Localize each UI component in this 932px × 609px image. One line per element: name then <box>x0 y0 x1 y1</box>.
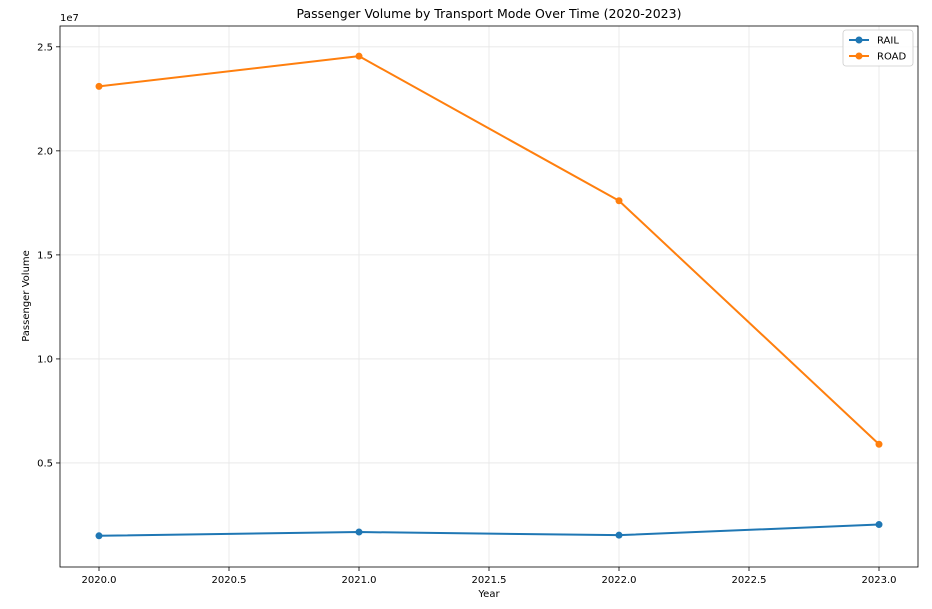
data-point-road <box>875 440 883 448</box>
legend-label-road: ROAD <box>877 52 906 63</box>
y-tick-label: 1.5 <box>37 250 53 261</box>
axes: 2020.0 2020.5 2021.0 2021.5 2022.0 2022.5 2023… <box>37 25 919 586</box>
y-tick-label: 2.0 <box>37 146 53 157</box>
series-line-rail <box>98 523 880 537</box>
x-tick-label: 2020.0 <box>82 575 117 586</box>
data-point-rail <box>95 532 103 540</box>
data-point-road <box>95 82 103 90</box>
data-point-rail <box>615 531 623 539</box>
x-tick-label: 2023.0 <box>862 575 897 586</box>
x-tick-label: 2022.5 <box>732 575 767 586</box>
data-point-rail <box>875 521 883 529</box>
y-tick-label: 1.0 <box>37 354 53 365</box>
legend-label-rail: RAIL <box>877 36 899 47</box>
y-tick-label: 0.5 <box>37 458 53 469</box>
legend: RAIL ROAD <box>842 29 914 67</box>
x-tick-label: 2020.5 <box>212 575 247 586</box>
x-axis-label: Year <box>477 589 500 600</box>
data-point-road <box>615 197 623 205</box>
grid <box>60 26 918 567</box>
x-tick-label: 2021.5 <box>472 575 507 586</box>
x-tick-label: 2022.0 <box>602 575 637 586</box>
chart-title: Passenger Volume by Transport Mode Over … <box>297 6 682 21</box>
data-point-rail <box>355 528 363 536</box>
legend-marker-rail <box>855 36 863 44</box>
y-axis-label: Passenger Volume <box>21 250 32 342</box>
legend-marker-road <box>855 52 863 60</box>
series-line-road <box>98 55 880 445</box>
x-tick-label: 2021.0 <box>342 575 377 586</box>
series-lines <box>95 52 883 540</box>
y-axis-offset-label: 1e7 <box>60 13 79 24</box>
data-point-road <box>355 52 363 60</box>
y-tick-label: 2.5 <box>37 42 53 53</box>
